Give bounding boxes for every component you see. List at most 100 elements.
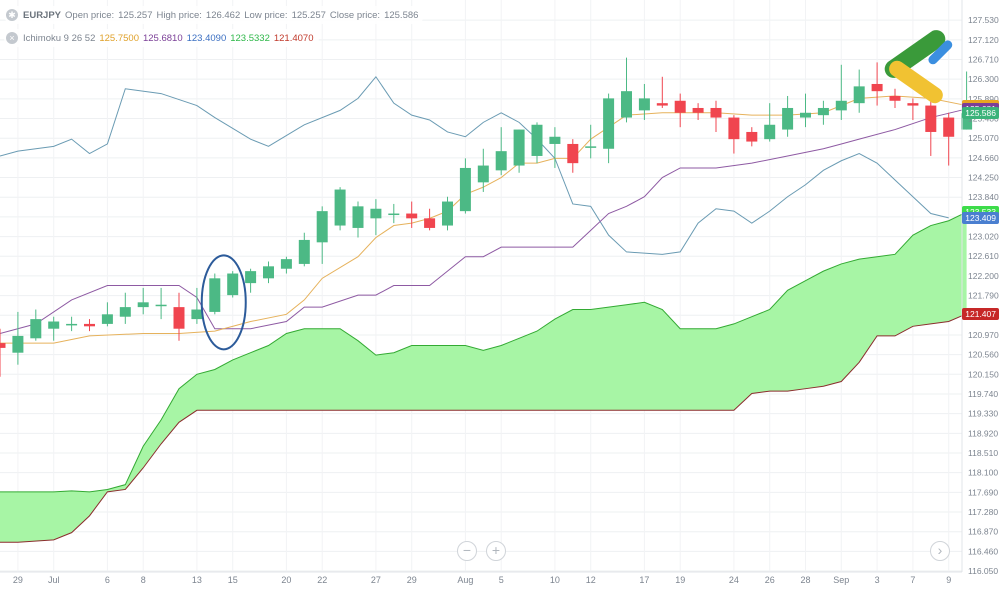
annotation-ellipse <box>200 254 247 351</box>
candle-bearish <box>173 292 185 341</box>
x-tick-label: 10 <box>550 575 560 585</box>
y-tick-label: 123.020 <box>968 232 999 242</box>
x-tick-label: 28 <box>800 575 810 585</box>
high-value: 126.462 <box>205 9 241 21</box>
x-tick-label: 22 <box>317 575 327 585</box>
candle-bullish <box>119 292 131 324</box>
candle-body <box>30 319 42 339</box>
y-tick-label: 116.460 <box>968 546 998 556</box>
y-tick-label: 116.050 <box>968 566 998 576</box>
price-tag: 121.407 <box>962 307 999 320</box>
y-tick-label: 118.510 <box>968 448 998 458</box>
y-tick-label: 116.870 <box>968 527 998 537</box>
candle-bullish <box>621 57 632 123</box>
candle-body <box>817 107 829 116</box>
candle-body <box>907 103 919 106</box>
y-tick-label: 119.740 <box>968 389 998 399</box>
x-tick-label: 29 <box>407 575 417 585</box>
logo-blue-stroke <box>928 40 953 65</box>
x-tick-label: 5 <box>499 575 504 585</box>
cloud-bullish <box>0 212 967 543</box>
candle-body <box>853 86 865 104</box>
indicator-value-senkou-b: 121.4070 <box>273 32 314 44</box>
candle-bearish <box>710 100 722 132</box>
candle-bullish <box>585 124 597 159</box>
candle-body <box>263 266 274 279</box>
candle-body <box>442 201 453 226</box>
candle-body <box>209 278 221 312</box>
indicator-value-senkou-a: 123.5332 <box>230 32 270 44</box>
y-tick-label: 127.530 <box>968 15 999 25</box>
close-icon[interactable]: × <box>6 32 18 44</box>
candle-bullish <box>370 199 382 236</box>
y-tick-label: 121.790 <box>968 291 999 301</box>
y-axis: 127.530127.120126.710126.300125.890125.4… <box>961 0 999 576</box>
y-tick-label: 120.970 <box>968 330 999 340</box>
candle-bullish <box>531 122 543 164</box>
candle-bullish <box>513 129 525 173</box>
zoom-out-button[interactable]: − <box>457 541 477 561</box>
candle-bearish <box>406 201 418 228</box>
candle-bullish <box>101 302 113 327</box>
candle-bearish <box>889 88 901 108</box>
candle-bearish <box>728 115 740 154</box>
x-tick-label: Sep <box>833 575 849 585</box>
open-value: 125.257 <box>118 9 153 21</box>
candle-bullish <box>764 103 776 142</box>
candle-bullish <box>782 95 794 137</box>
y-tick-label: 118.100 <box>968 468 998 478</box>
y-tick-label: 126.300 <box>968 74 999 84</box>
candle-bearish <box>424 208 436 231</box>
x-tick-label: 19 <box>675 575 685 585</box>
candle-bullish <box>352 201 364 238</box>
x-tick-label: 13 <box>192 575 202 585</box>
candle-body <box>925 105 937 132</box>
x-tick-label: Aug <box>457 575 473 585</box>
y-tick-label: 120.150 <box>968 369 999 379</box>
candle-bullish <box>549 127 561 168</box>
logo-yellow-stroke <box>889 60 943 104</box>
senkou-span-b-line <box>0 313 967 543</box>
candle-body <box>0 343 6 348</box>
y-tick-label: 127.120 <box>968 35 999 45</box>
candle-body <box>621 91 632 118</box>
candle-body <box>800 112 811 118</box>
candle-body <box>155 304 167 307</box>
scroll-right-button[interactable]: › <box>930 541 950 561</box>
candle-body <box>173 307 185 329</box>
candle-bullish <box>638 83 650 120</box>
zoom-in-button[interactable]: + <box>486 541 506 561</box>
x-tick-label: 20 <box>281 575 291 585</box>
candle-body <box>603 98 615 149</box>
candle-bullish <box>298 232 310 267</box>
candle-bullish <box>835 64 847 120</box>
candle-bullish <box>477 148 489 192</box>
x-tick-label: 3 <box>875 575 880 585</box>
y-tick-label: 117.690 <box>968 487 998 497</box>
candle-body <box>835 100 847 111</box>
gear-icon[interactable]: ✱ <box>6 9 18 21</box>
legend-symbol: EURJPY <box>23 9 62 21</box>
x-tick-label: 12 <box>586 575 596 585</box>
candle-body <box>764 124 776 140</box>
y-tick-label: 125.070 <box>968 133 999 143</box>
candle-bearish <box>746 127 758 147</box>
indicator-legend: × Ichimoku 9 26 52 125.7500 125.6810 123… <box>4 29 320 47</box>
y-tick-label: 124.660 <box>968 153 999 163</box>
candle-body <box>280 259 292 269</box>
candle-bearish <box>674 93 686 128</box>
candle-body <box>298 239 310 264</box>
brand-logo <box>884 30 953 104</box>
candle-body <box>352 206 364 228</box>
price-legend: ✱ EURJPY Open price: 125.257 High price:… <box>4 6 425 24</box>
y-tick-label: 126.710 <box>968 55 999 65</box>
candle-bearish <box>907 98 919 120</box>
y-tick-label: 120.560 <box>968 350 999 360</box>
candle-bullish <box>334 187 346 231</box>
candle-body <box>674 100 686 113</box>
candle-bullish <box>442 196 453 231</box>
close-label: Close price: <box>329 9 381 21</box>
candle-body <box>101 314 113 324</box>
